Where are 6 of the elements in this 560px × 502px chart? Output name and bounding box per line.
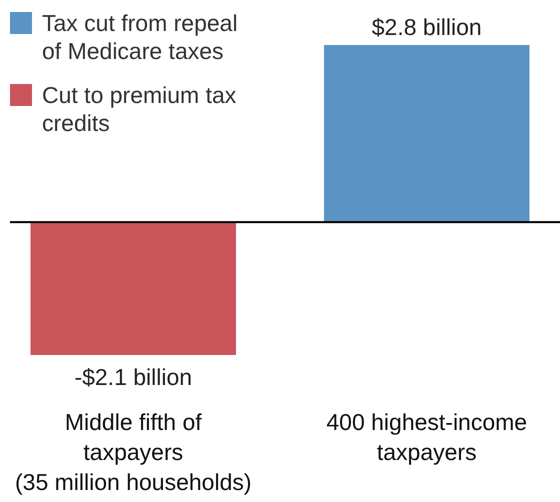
x-tick-label: 400 highest-income taxpayers [326,409,528,465]
data-label: $2.8 billion [372,14,482,40]
legend-label: Cut to premium tax credits [42,82,237,136]
x-tick-label: Middle fifth of taxpayers (35 million households) [15,409,252,495]
legend-label: Tax cut from repeal of Medicare taxes [42,10,238,64]
data-label: -$2.1 billion [74,364,192,390]
